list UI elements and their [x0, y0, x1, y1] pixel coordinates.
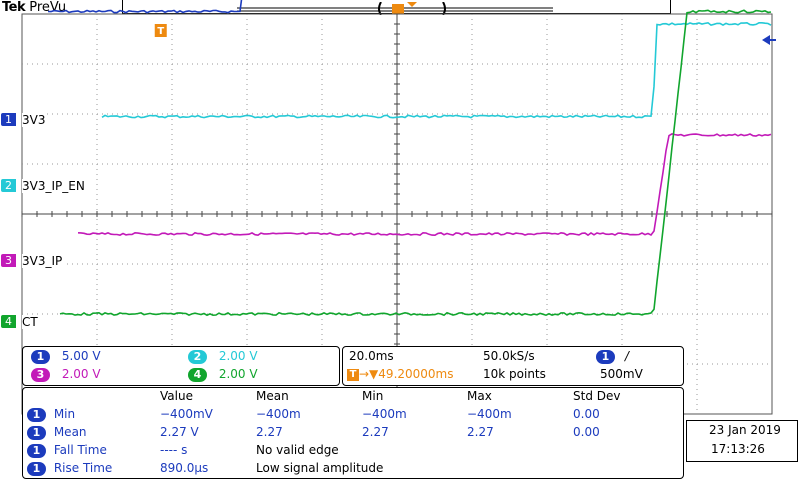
- measurement-note: No valid edge: [256, 443, 339, 457]
- ch3-waveform: [77, 133, 772, 237]
- date-label: 23 Jan 2019: [709, 423, 781, 437]
- vertical-settings-panel[interactable]: 1 5.00 V 2 2.00 V 3 2.00 V 4 2.00 V: [22, 346, 340, 386]
- measurement-value: 890.0µs: [160, 461, 209, 475]
- record-length: 10k points: [483, 367, 546, 381]
- measurements-panel[interactable]: Value Mean Min Max Std Dev 1 Min −400mV …: [22, 387, 684, 479]
- measurement-row-fall-time[interactable]: 1 Fall Time: [27, 443, 107, 458]
- measurement-value: 2.27 V: [160, 425, 199, 439]
- trigger-position[interactable]: T →▼49.20000ms: [347, 367, 454, 382]
- column-header-value: Value: [160, 389, 193, 403]
- date-time-display: 23 Jan 2019 17:13:26: [686, 420, 798, 462]
- measurement-value: −400mV: [160, 407, 213, 421]
- measurement-max: 2.27: [467, 425, 494, 439]
- sample-rate: 50.0kS/s: [483, 349, 535, 363]
- measurement-min: 2.27: [362, 425, 389, 439]
- trigger-source[interactable]: 1 /: [596, 349, 629, 364]
- measurement-row-mean[interactable]: 1 Mean: [27, 425, 87, 440]
- measurement-value: ---- s: [160, 443, 188, 457]
- time-per-div: 20.0ms: [349, 349, 394, 363]
- channel-3-label: 3V3_IP: [22, 254, 64, 268]
- ch2-waveform: [101, 21, 772, 119]
- horizontal-trigger-panel[interactable]: 20.0ms 50.0kS/s 1 / T →▼49.20000ms 10k po…: [342, 346, 684, 386]
- channel-1-label: 3V3: [22, 113, 47, 127]
- measurement-max: −400m: [467, 407, 512, 421]
- ch4-waveform: [59, 9, 772, 317]
- trigger-level-arrow-icon: [762, 35, 770, 45]
- channel-2-scale[interactable]: 2 2.00 V: [188, 349, 258, 364]
- waveform-markers: T: [154, 24, 776, 45]
- column-header-mean: Mean: [256, 389, 289, 403]
- trigger-position-marker-label: T: [157, 26, 164, 37]
- channel-4-ground-marker[interactable]: 4: [1, 315, 16, 328]
- measurement-row-min[interactable]: 1 Min: [27, 407, 75, 422]
- channel-3-scale[interactable]: 3 2.00 V: [31, 367, 101, 382]
- channel-4-label: CT: [22, 315, 39, 329]
- channel-1-scale[interactable]: 1 5.00 V: [31, 349, 101, 364]
- brand-name: Tek: [2, 0, 26, 15]
- channel-3-ground-marker[interactable]: 3: [1, 254, 16, 267]
- time-label: 17:13:26: [711, 442, 765, 456]
- measurement-std-dev: 0.00: [573, 425, 600, 439]
- measurement-min: −400m: [362, 407, 407, 421]
- trigger-level: 500mV: [600, 367, 643, 381]
- trigger-slope-rising: /: [624, 349, 629, 363]
- arrow-right-icon: →▼: [359, 367, 379, 381]
- ch1-waveform: [47, 0, 243, 14]
- waveform-traces: [47, 0, 772, 317]
- column-header-max: Max: [467, 389, 492, 403]
- measurement-row-rise-time[interactable]: 1 Rise Time: [27, 461, 112, 476]
- measurement-mean: −400m: [256, 407, 301, 421]
- measurement-mean: 2.27: [256, 425, 283, 439]
- column-header-min: Min: [362, 389, 384, 403]
- trigger-position-marker: [154, 24, 167, 37]
- measurement-note: Low signal amplitude: [256, 461, 384, 475]
- measurement-std-dev: 0.00: [573, 407, 600, 421]
- trigger-position-icon: T: [347, 368, 359, 381]
- channel-2-label: 3V3_IP_EN: [22, 179, 86, 193]
- column-header-std-dev: Std Dev: [573, 389, 621, 403]
- channel-2-ground-marker[interactable]: 2: [1, 179, 16, 192]
- channel-4-scale[interactable]: 4 2.00 V: [188, 367, 258, 382]
- channel-1-ground-marker[interactable]: 1: [1, 113, 16, 126]
